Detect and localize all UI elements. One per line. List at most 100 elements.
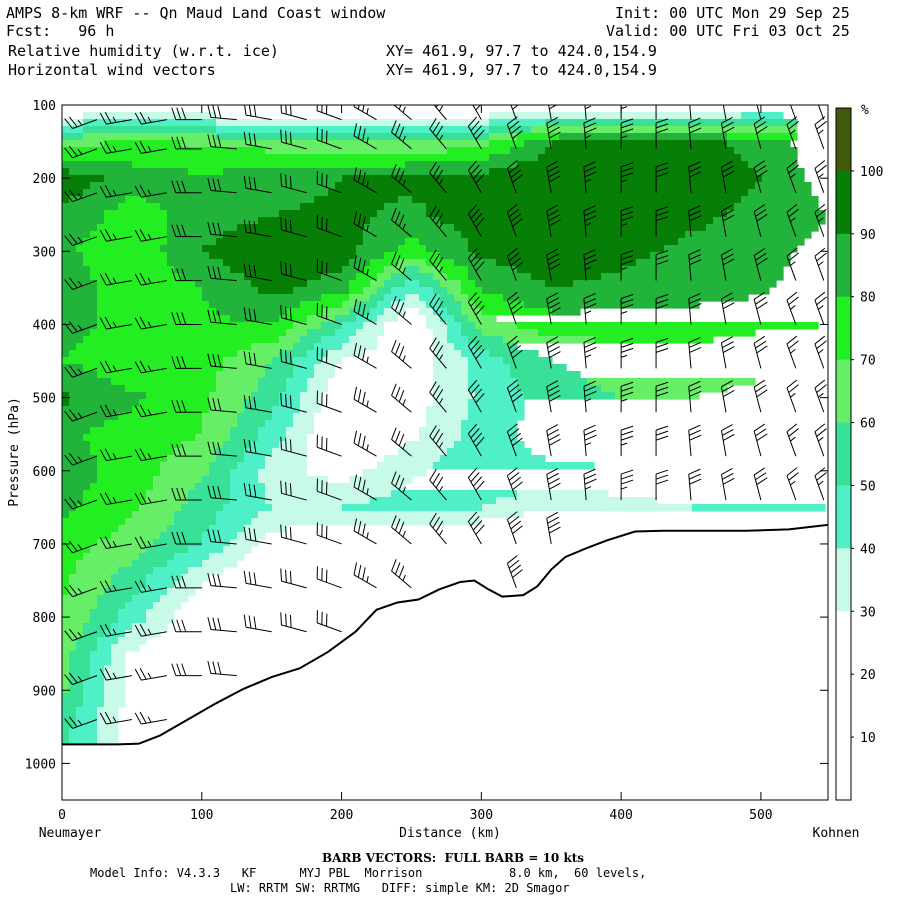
rh-cell [62, 595, 98, 603]
rh-cell [489, 133, 518, 141]
wind-barb [583, 424, 597, 457]
rh-cell [202, 287, 259, 295]
rh-cell [433, 287, 448, 295]
rh-cell [83, 126, 217, 134]
rh-cell [587, 378, 756, 386]
rh-cell [209, 406, 245, 414]
rh-cell [426, 259, 455, 267]
wind-barb [655, 381, 669, 413]
wind-barb [467, 423, 485, 457]
rh-cell [202, 427, 231, 435]
rh-cell [223, 357, 273, 365]
rh-cell [426, 406, 469, 414]
rh-cell [223, 441, 252, 449]
rh-cell [132, 406, 210, 414]
rh-cell [118, 616, 147, 624]
rh-cell [664, 245, 798, 253]
rh-cell [90, 231, 168, 239]
wind-barb [814, 247, 827, 281]
rh-cell [258, 427, 287, 435]
colorbar-segment [836, 422, 851, 486]
rh-cell [321, 308, 350, 316]
rh-cell [216, 455, 245, 463]
rh-cell [118, 567, 154, 575]
rh-cell [349, 280, 371, 288]
wind-barb [467, 467, 485, 501]
wind-barb [506, 116, 523, 150]
wind-barb [316, 522, 342, 545]
wind-barb [207, 178, 237, 194]
rh-cell [342, 322, 364, 330]
rh-cell [97, 322, 294, 330]
rh-cell [328, 385, 434, 393]
wind-barb [353, 255, 377, 282]
y-tick-label: 400 [33, 318, 56, 333]
wind-barb [99, 141, 132, 154]
rh-cell [62, 497, 84, 505]
wind-barb [467, 336, 485, 369]
rh-cell [335, 315, 357, 323]
rh-cell [398, 315, 427, 323]
rh-cell [321, 273, 357, 281]
wind-barb [655, 293, 669, 325]
rh-cell [62, 168, 70, 176]
wind-barb [506, 423, 523, 457]
rh-cell [622, 266, 784, 274]
rh-cell [321, 336, 350, 344]
rh-cell [286, 385, 308, 393]
rh-cell [216, 518, 252, 526]
rh-cell [104, 175, 343, 183]
wind-barb [506, 555, 523, 589]
rh-cell [510, 147, 546, 155]
rh-cell [440, 301, 462, 309]
rh-cell [251, 343, 294, 351]
rh-cell [517, 490, 609, 498]
rh-cell [69, 196, 126, 204]
rh-cell [62, 490, 84, 498]
wind-barb [655, 425, 669, 457]
wind-barb [546, 511, 561, 545]
rh-cell [545, 147, 735, 155]
rh-cell [314, 427, 420, 435]
wind-barb [720, 424, 735, 457]
wind-barb [280, 105, 307, 121]
rh-cell [97, 294, 203, 302]
rh-cell [454, 315, 469, 323]
rh-cell [405, 280, 420, 288]
rh-cell [265, 462, 308, 470]
terrain-surface-line [62, 523, 828, 746]
rh-cell [363, 469, 427, 477]
rh-cell [419, 294, 441, 302]
wind-barb [620, 206, 634, 237]
rh-cell [69, 665, 91, 673]
wind-barb [467, 248, 485, 281]
rh-cell [349, 294, 371, 302]
wind-barb [171, 136, 202, 150]
rh-cell [160, 595, 189, 603]
rh-cell [433, 378, 469, 386]
rh-cell [475, 301, 525, 309]
wind-barb [280, 348, 307, 369]
colorbar-segment [836, 296, 851, 361]
rh-cell [230, 427, 259, 435]
model-info-line-1: Model Info: V4.3.3 KF MYJ PBL Morrison 8… [90, 866, 647, 880]
rh-cell [76, 637, 98, 645]
rh-cell [62, 518, 126, 526]
wind-barb [62, 236, 63, 238]
wind-barb [171, 663, 202, 677]
rh-cell [405, 266, 420, 274]
wind-barb [786, 291, 799, 325]
wind-barb [722, 105, 727, 120]
rh-cell [538, 329, 756, 337]
rh-cell [209, 462, 238, 470]
rh-cell [104, 140, 182, 148]
rh-cell [167, 252, 210, 260]
colorbar-label: 40 [860, 542, 876, 557]
rh-cell [475, 343, 518, 351]
wind-barb [134, 360, 167, 374]
wind-barb [353, 342, 377, 369]
wind-barb [243, 570, 272, 589]
wind-barb [207, 660, 237, 677]
wind-barb [720, 380, 735, 413]
wind-barb [62, 456, 63, 457]
